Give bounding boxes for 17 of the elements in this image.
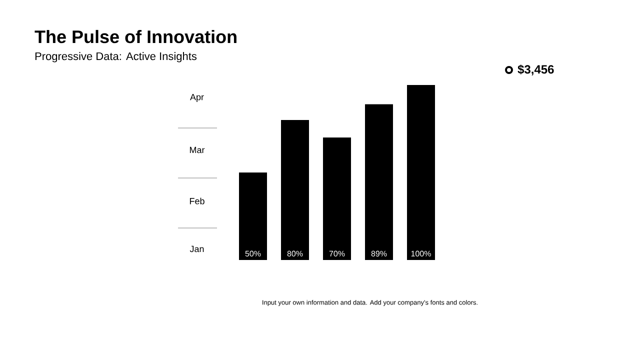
text: Apr [190,94,204,102]
data-label: 89% [371,250,387,256]
text: Feb [190,198,204,204]
data-label: 80% [287,250,303,256]
data-label: 50% [245,250,261,256]
bar [281,120,309,260]
bar [323,138,351,260]
text: Jan [190,246,204,252]
text: Mar [190,146,205,154]
data-label: 70% [329,250,345,256]
bar [407,85,435,260]
bar [365,104,393,260]
text: Progressive Data: Active Insights [35,52,197,62]
chart-title: The Pulse of Innovation [34,30,236,44]
text: $3,456 [518,64,554,76]
data-label: 100% [411,250,431,256]
bar [239,172,267,260]
